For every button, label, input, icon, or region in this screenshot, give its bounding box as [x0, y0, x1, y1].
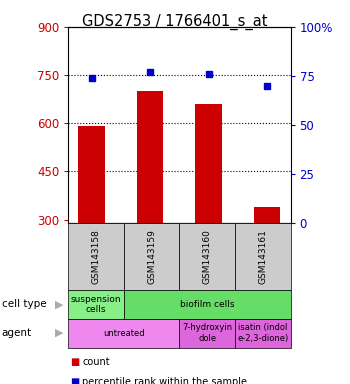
Text: GDS2753 / 1766401_s_at: GDS2753 / 1766401_s_at — [82, 13, 268, 30]
Text: GSM143158: GSM143158 — [92, 229, 100, 284]
Text: agent: agent — [2, 328, 32, 338]
Text: GSM143160: GSM143160 — [203, 229, 212, 284]
Text: ▶: ▶ — [55, 328, 64, 338]
Bar — [254, 207, 280, 223]
Text: ■: ■ — [70, 357, 79, 367]
Text: percentile rank within the sample: percentile rank within the sample — [82, 377, 247, 384]
Text: untreated: untreated — [103, 329, 145, 338]
Text: biofilm cells: biofilm cells — [180, 300, 234, 309]
Bar — [137, 91, 163, 223]
Text: GSM143161: GSM143161 — [258, 229, 267, 284]
Bar — [196, 104, 222, 223]
Text: cell type: cell type — [2, 299, 46, 310]
Text: ■: ■ — [70, 377, 79, 384]
Text: 7-hydroxyin
dole: 7-hydroxyin dole — [182, 323, 232, 343]
Text: count: count — [82, 357, 110, 367]
Text: GSM143159: GSM143159 — [147, 229, 156, 284]
Text: isatin (indol
e-2,3-dione): isatin (indol e-2,3-dione) — [237, 323, 288, 343]
Text: suspension
cells: suspension cells — [71, 295, 121, 314]
Text: ▶: ▶ — [55, 299, 64, 310]
Bar — [78, 126, 105, 223]
